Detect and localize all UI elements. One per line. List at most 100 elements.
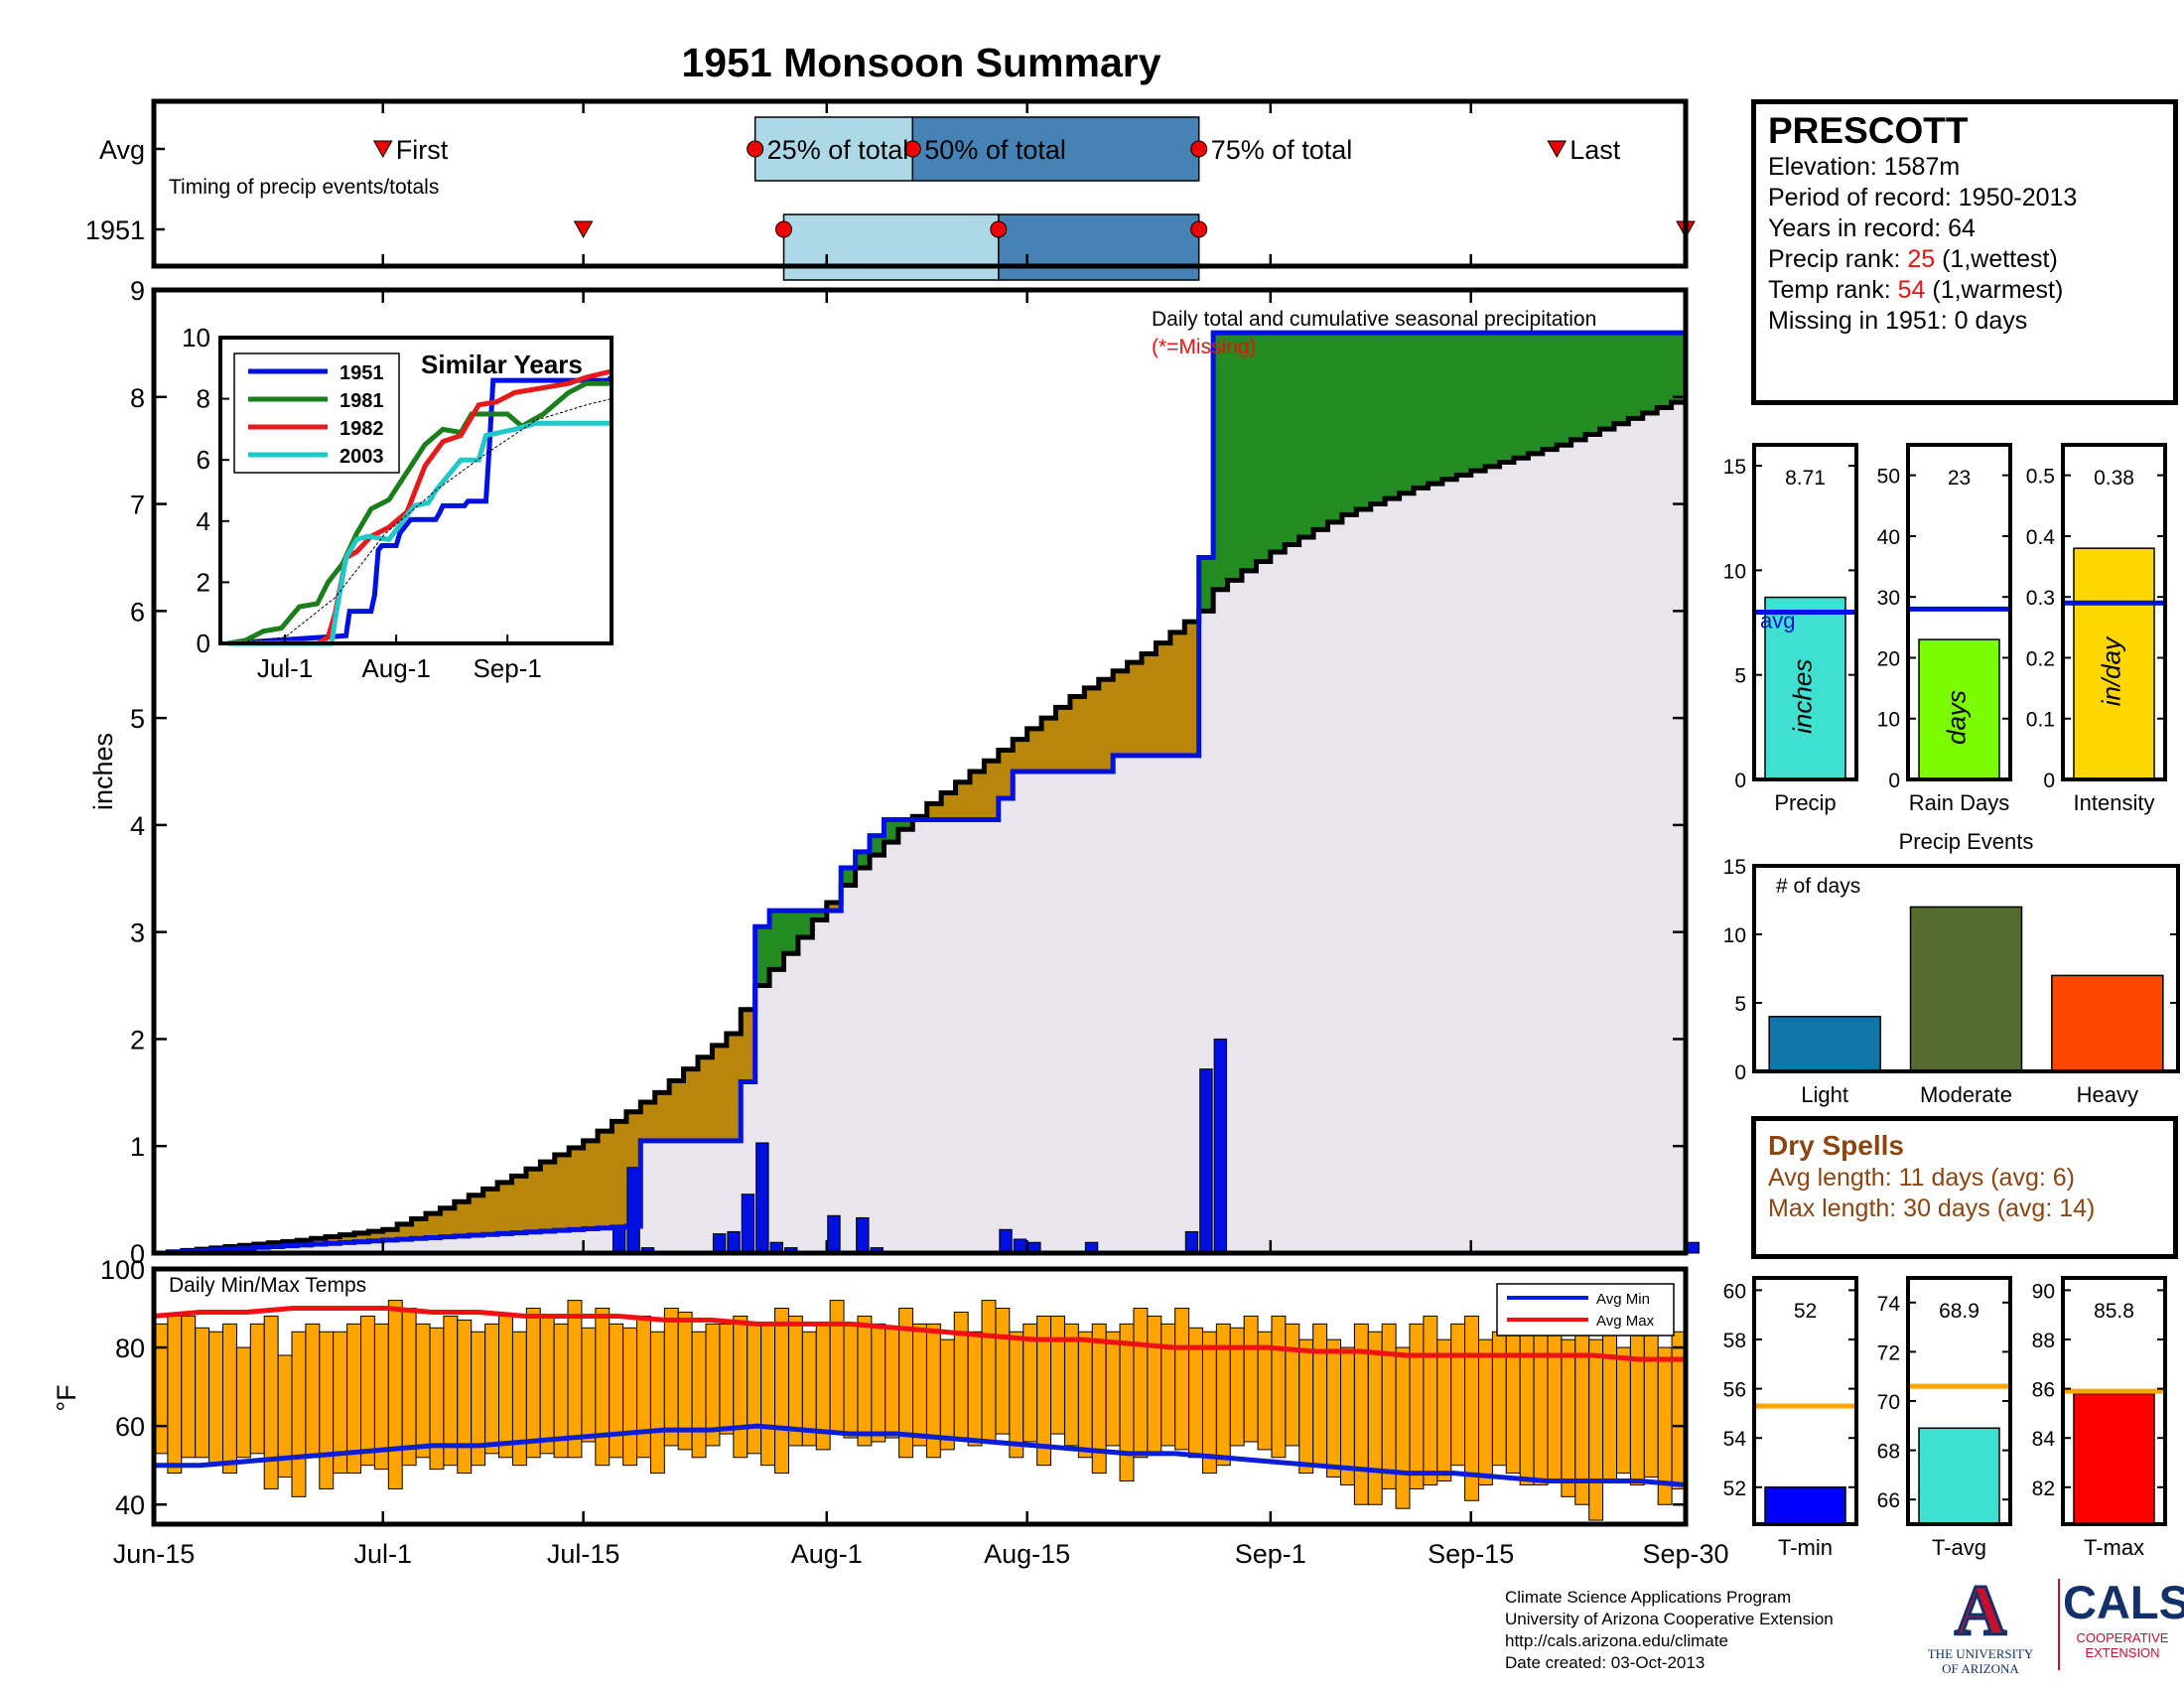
temps-y-axis-label: °F [52,1384,81,1411]
event-bar [1768,1016,1881,1072]
panel-y-tick-label: 88 [2032,1330,2055,1352]
above-average-fill [1570,333,1586,440]
below-average-fill [1142,653,1158,756]
below-average-fill [397,1223,413,1240]
below-average-fill [440,1207,456,1237]
panel-value-label: 52 [1794,1300,1817,1323]
above-average-fill [1485,333,1501,467]
temp-range-bar [319,1331,335,1489]
above-average-fill [1341,333,1357,515]
above-average-fill [1428,333,1443,485]
temp-range-bar [1629,1331,1645,1485]
temp-range-bar [1160,1323,1176,1447]
footer-line: University of Arizona Cooperative Extens… [1505,1610,1834,1628]
legend-label: 1951 [340,362,384,384]
legend-label: 1981 [340,390,384,412]
temp-range-bar [1574,1323,1590,1505]
above-average-fill [1542,333,1558,450]
above-average-fill [1657,333,1673,408]
cumulative-avg-area [154,396,1686,1253]
below-average-fill [583,1140,599,1229]
y-tick-label: 2 [130,1025,145,1055]
station-name: PRESCOTT [1768,110,1969,151]
temp-range-bar [1285,1323,1300,1447]
precip-rank-value: 25 [1907,245,1936,273]
panel-frame [2061,1276,2167,1526]
dry-spells-box: Dry Spells Avg length: 11 days (avg: 6) … [1751,1116,2178,1259]
below-average-fill [411,1218,427,1239]
below-average-fill [540,1162,556,1231]
temp-range-bar [401,1308,417,1467]
timing-bar-50-75 [998,213,1200,281]
above-average-fill [754,926,770,986]
event-category-label: Heavy [2077,1082,2138,1107]
x-tick-label: Jul-1 [353,1539,412,1569]
above-average-fill [1613,333,1629,424]
above-average-fill [1628,333,1644,419]
panel-y-tick-label: 54 [1723,1428,1747,1451]
below-average-fill [712,1045,728,1141]
panel-y-tick-label: 5 [1734,665,1746,688]
timing-label-last: Last [1570,135,1621,165]
panel-y-tick-label: 0.2 [2026,647,2055,670]
above-average-fill [1528,333,1544,454]
temp-range-bar [1339,1346,1355,1485]
temps-caption: Daily Min/Max Temps [169,1274,366,1297]
x-tick-label: Aug-15 [984,1539,1070,1569]
timing-label-first: First [396,135,449,165]
events-title: Precip Events [1899,829,2034,854]
inset-avg-line [227,398,613,644]
temp-range-bar [1298,1338,1314,1475]
temp-means-panels: 52 52 54 56 58 60 T-min 68.9 66 68 70 72 74 T-avg 85.8… [1723,1276,2167,1560]
panel-y-tick-label: 0.1 [2026,709,2055,732]
cals-logo-subtext: COOPERATIVE [2076,1630,2169,1645]
station-missing: Missing in 1951: 0 days [1768,307,2028,335]
below-average-fill [969,772,985,820]
temp-range-bar [733,1315,749,1459]
inset-series-line [227,420,612,646]
timing-label-75: 75% of total [1211,135,1353,165]
temp-range-bar [167,1315,183,1475]
temp-range-bar [1009,1331,1024,1459]
temp-range-bar [525,1308,541,1459]
panel-background [1754,1278,1856,1524]
panel-x-label: Precip [1774,790,1836,815]
below-average-fill [326,1236,341,1244]
below-average-fill [511,1176,527,1233]
x-tick-label: Sep-1 [1235,1539,1306,1569]
station-temp-rank: Temp rank: 54 (1,warmest) [1768,275,2161,306]
y-tick-label: 4 [130,811,145,841]
temp-range-bar [443,1315,459,1467]
temp-rank-value: 54 [1897,276,1926,304]
timing-first-last-marker [372,140,393,159]
timing-frame [151,98,1689,269]
temp-range-bar [1588,1338,1604,1521]
below-average-fill [1026,728,1042,772]
panel-x-label: T-max [2084,1535,2144,1560]
legend-label: Avg Min [1596,1291,1650,1308]
panel-y-tick-label: 20 [1877,647,1900,670]
temp-range-bar [387,1300,403,1489]
temps-y-tick-label: 100 [100,1255,145,1285]
panel-y-tick-label: 0 [1888,770,1900,792]
cals-logo-subtext: EXTENSION [2085,1645,2160,1660]
temp-range-bar [1643,1323,1659,1478]
inset-series-line [226,380,612,646]
figure-title: 1951 Monsoon Summary [681,40,1160,85]
below-average-fill [1184,622,1200,756]
temp-range-bar [539,1315,555,1455]
above-average-fill [1642,333,1658,413]
temp-range-bar [484,1323,500,1455]
temp-range-bar [1050,1315,1065,1435]
temp-range-bar [981,1300,997,1443]
below-average-fill [1098,679,1114,772]
below-average-fill [454,1201,470,1236]
above-average-fill [1370,333,1386,504]
footer-credits: Climate Science Applications Program Uni… [1505,1587,1834,1674]
below-average-fill [554,1155,570,1231]
station-info-box: PRESCOTT Elevation: 1587m Period of reco… [1751,99,2178,405]
above-average-fill [1470,333,1486,472]
temp-range-bar [1271,1315,1287,1459]
footer-url: http://cals.arizona.edu/climate [1505,1631,1728,1650]
